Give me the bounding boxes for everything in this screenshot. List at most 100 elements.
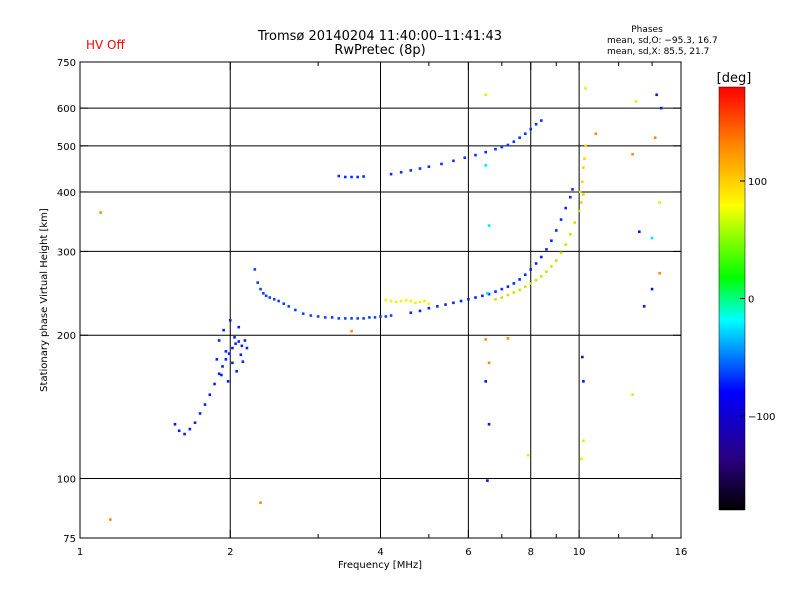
data-point (356, 175, 359, 179)
y-tick-label: 200 (57, 331, 76, 342)
data-point (231, 346, 234, 350)
data-point (259, 287, 262, 291)
data-point (389, 299, 393, 303)
colorbar-tick-label: −100 (748, 412, 775, 423)
data-point (494, 290, 497, 293)
data-point (350, 175, 353, 179)
data-point (500, 287, 504, 291)
x-tick-label: 16 (675, 547, 688, 558)
data-point (262, 291, 265, 295)
data-point (484, 164, 488, 167)
chart-subtitle: RwPretec (8p) (334, 43, 425, 58)
x-axis-label: Frequency [MHz] (338, 560, 422, 571)
data-point (564, 243, 568, 246)
data-point (631, 393, 634, 397)
data-point (545, 248, 548, 251)
data-point (534, 262, 538, 265)
data-point (577, 209, 581, 213)
data-point (564, 206, 568, 210)
data-point (330, 316, 334, 319)
data-point (423, 299, 426, 303)
data-point (221, 365, 224, 368)
data-point (481, 294, 484, 298)
data-point (523, 132, 527, 136)
data-point (427, 306, 431, 310)
data-point (658, 201, 661, 204)
data-point (268, 296, 272, 299)
colorbar-ticks: 100 0 −100 (740, 177, 775, 423)
y-tick-label: 100 (57, 475, 76, 486)
data-point (356, 317, 359, 320)
data-point (568, 232, 572, 236)
data-point (241, 360, 245, 363)
data-point (487, 361, 491, 365)
data-point (554, 229, 558, 232)
data-point (272, 297, 276, 301)
data-point (237, 340, 241, 343)
data-point (581, 180, 584, 184)
data-point (582, 380, 585, 383)
data-point (362, 317, 365, 320)
data-point (231, 361, 234, 365)
data-point (224, 358, 228, 361)
data-point (484, 338, 488, 341)
data-point (526, 453, 530, 457)
data-point (177, 429, 181, 433)
data-point (440, 162, 443, 166)
data-point (634, 100, 638, 103)
data-point (418, 309, 422, 313)
data-point (487, 422, 491, 426)
data-point (559, 251, 563, 255)
x-tick-label: 8 (528, 547, 534, 558)
data-point (487, 292, 491, 296)
data-point (243, 339, 247, 342)
data-point (213, 382, 216, 386)
data-point (427, 165, 431, 168)
data-point (506, 143, 510, 147)
data-point (301, 312, 305, 315)
data-point (414, 301, 417, 305)
data-point (188, 427, 192, 431)
data-point (208, 393, 212, 397)
data-point (518, 136, 521, 140)
data-point (452, 159, 455, 163)
data-point (571, 188, 574, 191)
data-point (583, 157, 586, 160)
x-tick-label: 4 (377, 547, 383, 558)
data-point (655, 93, 658, 97)
x-axis-ticks: 1 2 4 6 8 10 16 (77, 62, 688, 558)
data-point (362, 175, 365, 178)
data-point (253, 268, 257, 271)
data-point (523, 273, 527, 277)
data-point (534, 278, 538, 282)
data-point (540, 255, 543, 259)
data-point (550, 265, 553, 268)
data-point (226, 380, 230, 383)
data-point (642, 305, 646, 308)
x-tick-label: 2 (227, 547, 233, 558)
data-point (215, 358, 219, 361)
data-point (399, 170, 403, 174)
colorbar-label: [deg] (717, 71, 752, 86)
data-point (368, 316, 371, 319)
data-point (534, 122, 538, 126)
data-point (494, 147, 497, 151)
data-point (523, 285, 527, 288)
data-point (343, 317, 347, 320)
data-point (240, 344, 244, 348)
data-point (581, 355, 584, 359)
data-point (487, 224, 491, 227)
data-point (389, 172, 393, 176)
data-point (198, 412, 202, 415)
grid-lines (80, 62, 681, 538)
y-tick-label: 300 (57, 247, 76, 258)
data-point (568, 195, 572, 199)
data-point (529, 282, 533, 285)
data-point (233, 336, 236, 339)
x-tick-label: 1 (77, 547, 83, 558)
data-point (418, 167, 422, 170)
data-point (277, 299, 280, 303)
data-point (559, 218, 563, 221)
data-point (183, 432, 186, 436)
data-points (99, 87, 663, 521)
